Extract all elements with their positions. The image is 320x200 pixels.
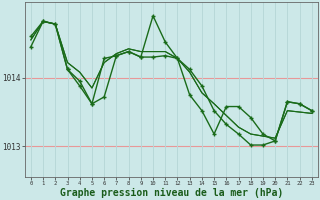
X-axis label: Graphe pression niveau de la mer (hPa): Graphe pression niveau de la mer (hPa) <box>60 188 283 198</box>
